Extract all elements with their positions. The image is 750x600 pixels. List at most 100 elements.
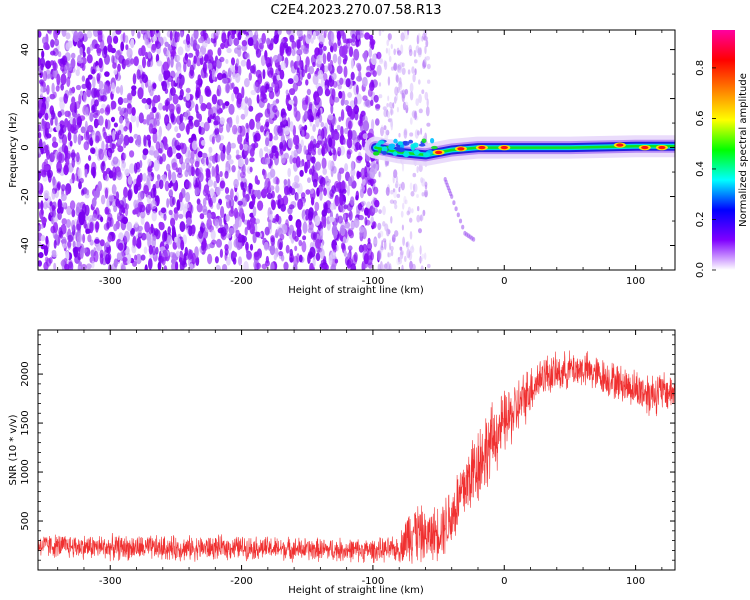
spectrogram-sparse-cell [418,79,421,85]
spectrogram-noise-cell [212,112,216,121]
spectrogram-noise-cell [176,106,181,114]
spectrogram-sparse-cell [419,245,422,255]
spectrogram-noise-cell [360,167,366,180]
spectrogram-y-tick-label: -20 [20,188,31,204]
spectrogram-noise-cell [247,37,254,46]
spectrogram-noise-cell [155,141,161,151]
spectrogram-noise-cell [161,80,167,92]
spectrogram-noise-cell [172,145,177,154]
spectrogram-noise-cell [259,125,265,133]
spectrogram-noise-cell [302,221,308,234]
spectrogram-noise-cell [307,177,311,184]
spectrogram-noise-cell [237,157,244,168]
spectrogram-noise-cell [272,105,278,113]
spectrogram-sparse-cell [390,43,393,50]
spectrogram-noise-cell [353,96,358,108]
colorbar-ticks: 0.0 0.2 0.4 0.6 0.8 [695,60,716,278]
spectrogram-noise-cell [284,185,290,196]
snr-x-tick-label: -300 [99,576,122,587]
spectrogram-noise-cell [93,190,98,201]
spectrogram-noise-cell [233,86,239,95]
spectrogram-noise-cell [113,69,118,75]
spectrogram-sparse-cell [390,117,393,128]
spectrogram-noise-cell [136,206,141,218]
spectrogram-noise-cell [77,167,82,180]
spectrogram-noise-cell [329,202,335,211]
spectrogram-noise-cell [283,261,289,270]
spectrogram-noise-cell [201,139,206,146]
spectrogram-noise-cell [213,180,217,189]
spectrogram-noise-cell [330,31,335,44]
spectrogram-noise-cell [148,123,154,134]
spectrogram-noise-cell [230,142,236,149]
spectrogram-noise-cell [41,50,45,59]
snr-x-tick-label: 0 [501,576,507,587]
spectrogram-noise-cell [287,137,294,149]
spectrogram-noise-cell [315,142,320,149]
spectrogram-noise-cell [80,263,87,270]
spectrogram-noise-cell [123,59,130,66]
spectrogram-noise-cell [296,221,302,231]
spectrogram-noise-cell [338,167,345,174]
spectrogram-noise-cell [310,37,314,44]
spectrogram-noise-cell [249,118,255,130]
signal-start-cell [423,152,431,158]
spectrogram-noise-cell [45,235,49,245]
spectrogram-noise-cell [57,51,62,58]
spectrogram-noise-cell [346,150,351,160]
spectrogram-noise-cell [285,89,289,96]
spectrogram-noise-cell [119,84,124,96]
spectrogram-noise-cell [187,52,194,58]
spectrogram-noise-cell [191,140,198,151]
spectrogram-noise-cell [255,120,261,130]
spectrogram-noise-cell [171,225,176,233]
spectrogram-noise-cell [80,126,86,134]
spectrogram-noise-cell [268,219,272,230]
spectrogram-sparse-cell [402,101,407,111]
spectrogram-sparse-cell [383,59,386,67]
spectrogram-noise-cell [219,248,223,258]
spectrogram-noise-cell [136,115,140,128]
spectrogram-noise-cell [168,188,174,197]
spectrogram-noise-cell [272,54,279,64]
spectrogram-noise-cell [170,70,176,79]
spectrogram-noise-cell [235,229,240,239]
spectrogram-noise-cell [269,185,275,192]
spectrogram-noise-cell [224,187,230,194]
spectrogram-noise-cell [40,85,44,97]
spectrogram-noise-cell [363,50,368,63]
spectrogram-noise-cell [244,52,250,59]
spectrogram-noise-cell [295,156,301,168]
spectrogram-noise-cell [356,155,363,161]
spectrogram-noise-cell [253,134,258,143]
spectrogram-noise-cell [142,148,149,156]
spectrogram-noise-cell [91,68,96,75]
spectrogram-y-tick-label: -40 [20,237,31,253]
spectrogram-noise-cell [243,143,249,151]
spectrogram-noise-cell [138,112,144,124]
spectrogram-noise-cell [69,178,73,184]
snr-y-tick-label: 1500 [20,410,31,435]
spectrogram-noise-cell [362,95,368,101]
spectrogram-noise-cell [146,194,152,204]
spectrogram-sparse-cell [421,178,426,187]
spectrogram-noise-cell [233,251,237,258]
spectrogram-noise-cell [305,56,310,68]
spectrogram-noise-cell [240,181,244,191]
spectrogram-noise-cell [197,74,202,84]
spectrogram-noise-cell [67,150,71,160]
spectrogram-noise-cell [266,192,273,200]
spectrogram-noise-cell [71,209,76,218]
spectrogram-noise-cell [222,102,226,110]
spectrogram-noise-cell [375,103,381,109]
spectrogram-sparse-cell [409,182,413,190]
spectrogram-sparse-cell [383,109,388,118]
snr-x-tick-label: -200 [230,576,253,587]
spectrogram-noise-cell [224,170,229,179]
spectrogram-noise-cell [302,235,307,241]
spectrogram-sparse-cell [387,33,392,41]
spectrogram-noise-cell [134,254,138,261]
spectrogram-noise-cell [280,254,285,262]
spectrogram-noise-cell [132,73,137,85]
spectrogram-noise-cell [370,40,375,50]
